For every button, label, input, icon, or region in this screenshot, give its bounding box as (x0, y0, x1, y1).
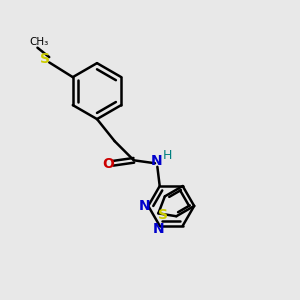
Text: S: S (40, 52, 50, 67)
Text: O: O (102, 157, 114, 171)
Text: N: N (152, 222, 164, 236)
Text: S: S (158, 208, 168, 222)
Text: N: N (151, 154, 162, 168)
Text: CH₃: CH₃ (29, 38, 49, 47)
Text: H: H (163, 148, 172, 161)
Text: N: N (139, 199, 151, 213)
